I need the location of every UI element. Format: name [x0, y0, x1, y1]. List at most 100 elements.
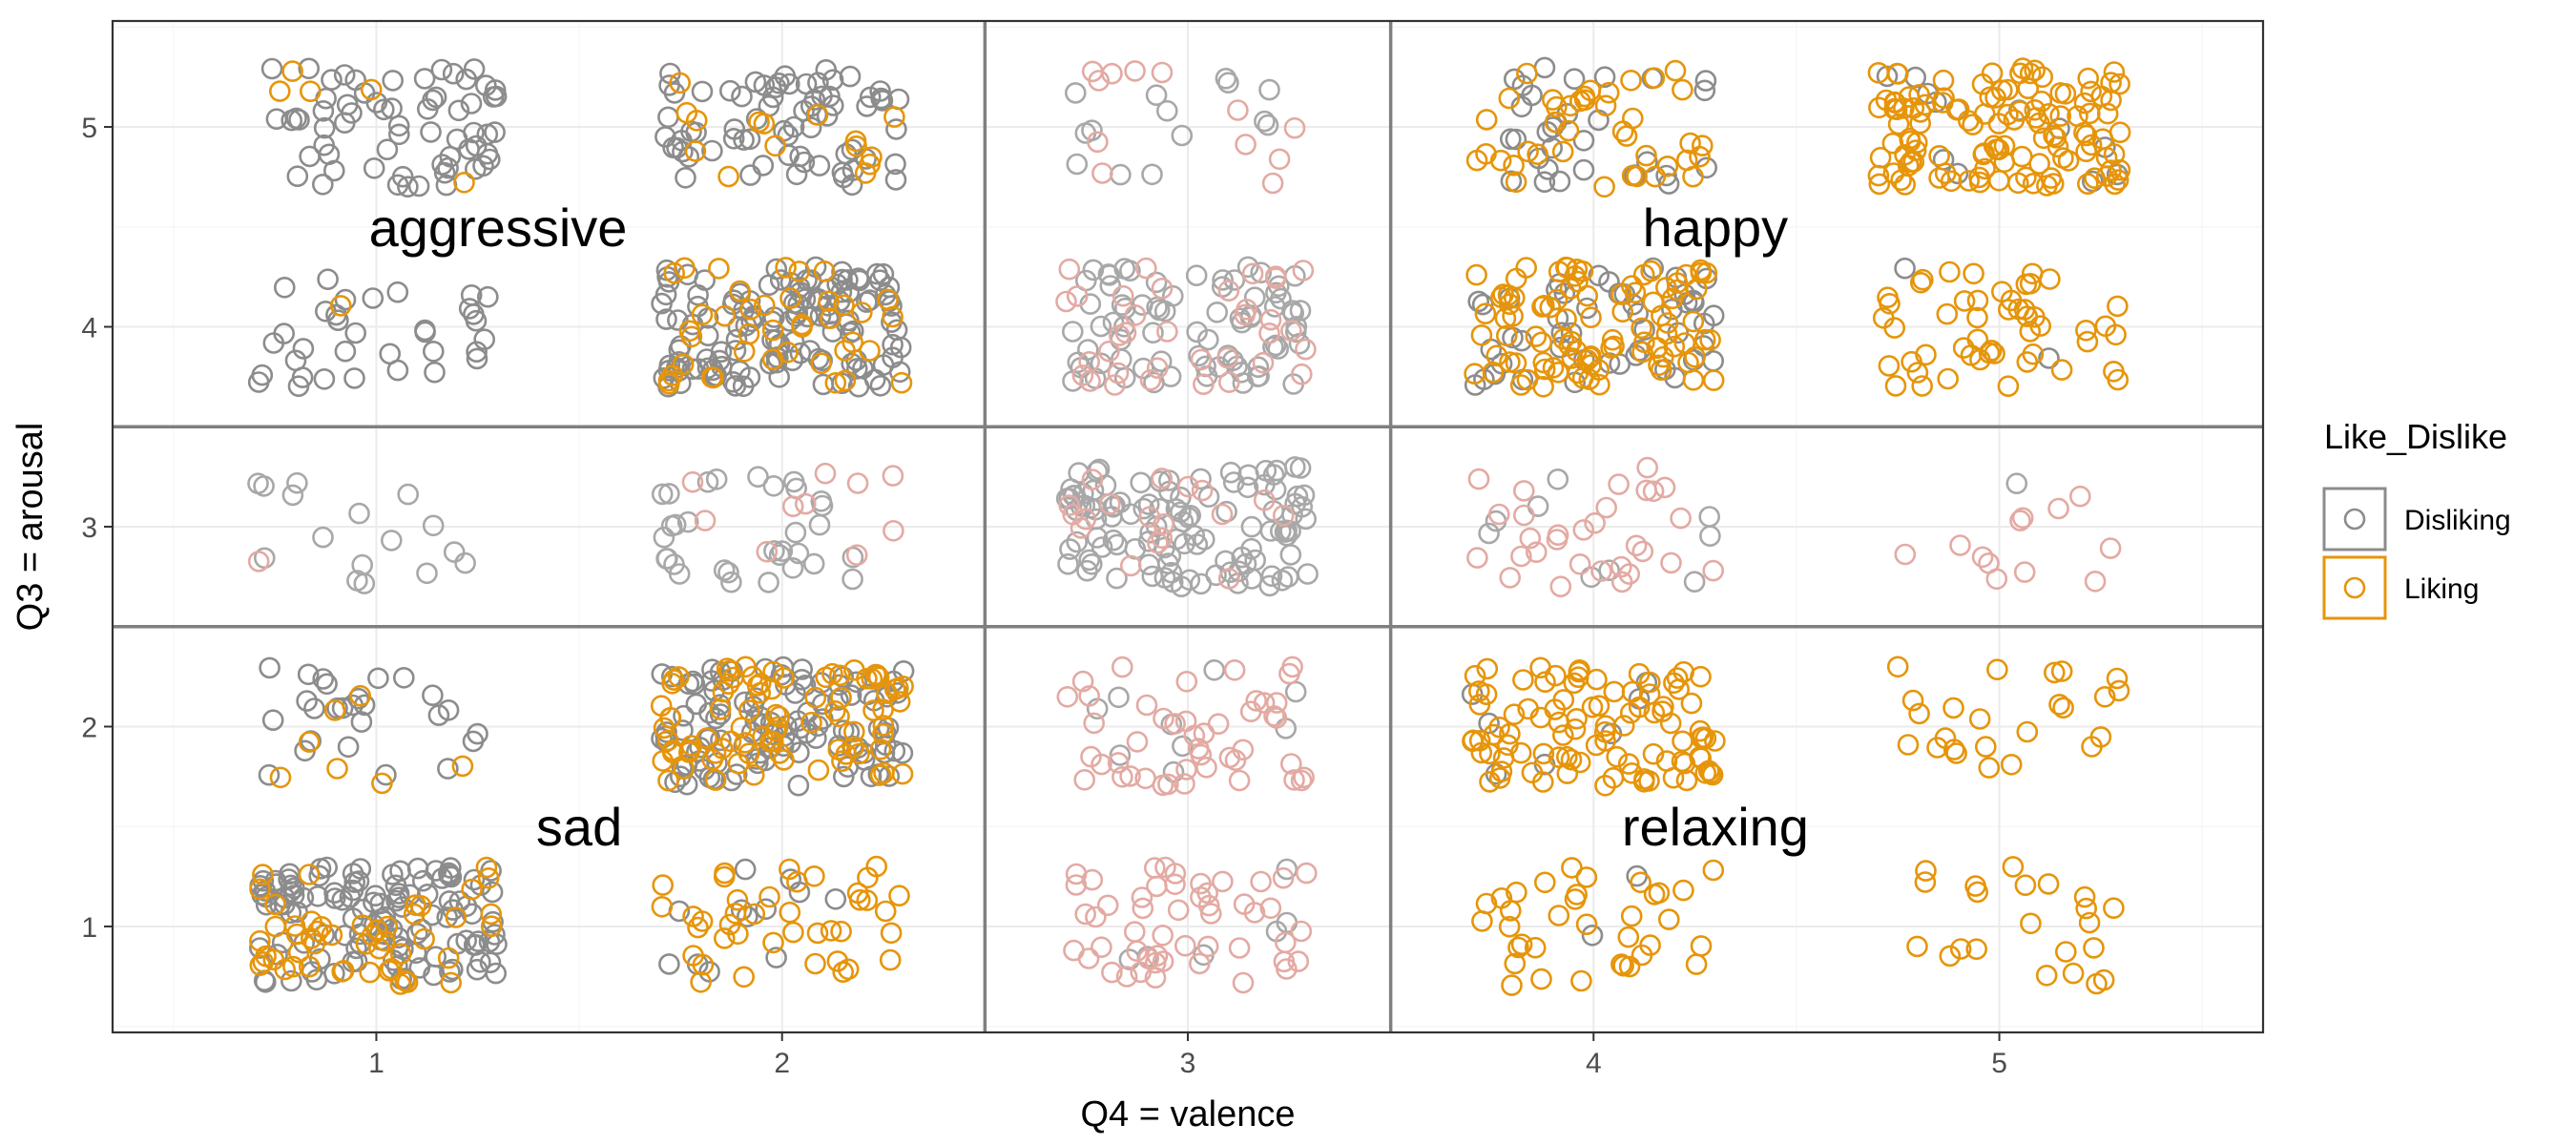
data-point [1191, 479, 1214, 502]
data-point [1270, 520, 1292, 543]
data-point [1510, 545, 1532, 568]
data-point [389, 943, 412, 965]
data-point [1085, 906, 1107, 928]
data-point [1476, 657, 1499, 680]
region-label: aggressive [369, 198, 628, 258]
data-point [1058, 258, 1081, 281]
data-point [1185, 264, 1208, 287]
data-point [264, 893, 286, 916]
data-point [826, 950, 849, 972]
data-point [1130, 471, 1152, 494]
data-point [1963, 262, 1984, 285]
data-point [2048, 694, 2070, 716]
data-point [1245, 690, 1267, 712]
quadrant-lines [113, 21, 2263, 1032]
data-point [1126, 940, 1148, 963]
data-point [484, 79, 507, 101]
data-point [1620, 70, 1642, 92]
data-point [1593, 176, 1615, 198]
data-point [367, 667, 389, 690]
data-point [678, 739, 701, 761]
data-point [1537, 158, 1559, 180]
data-point [1949, 534, 1971, 556]
data-point [1620, 905, 1643, 927]
data-point [282, 885, 305, 906]
data-point [1684, 345, 1706, 368]
data-point [828, 664, 851, 687]
data-point [1141, 163, 1163, 186]
data-point [284, 349, 307, 372]
data-point [1971, 546, 1994, 569]
data-point [1658, 908, 1680, 930]
data-point [300, 927, 322, 949]
region-label: happy [1643, 198, 1789, 258]
data-point [1257, 114, 1279, 136]
data-point [1566, 884, 1588, 906]
data-point [344, 69, 367, 92]
data-point [1983, 135, 2005, 156]
data-point [706, 752, 728, 774]
data-point [807, 759, 830, 781]
data-point [1610, 953, 1632, 975]
data-point [1499, 567, 1521, 589]
data-point [1091, 936, 1112, 959]
legend-key [2322, 487, 2387, 552]
data-point [1564, 718, 1587, 740]
data-point [883, 678, 906, 700]
data-point [1234, 303, 1256, 326]
data-point [1222, 471, 1245, 493]
data-point [1868, 173, 1891, 196]
data-point [453, 172, 475, 194]
data-point [2109, 73, 2130, 95]
data-point [1702, 369, 1725, 391]
data-point [1978, 757, 2001, 779]
data-point [1910, 271, 1932, 294]
data-point [2109, 121, 2131, 143]
data-point [1250, 261, 1272, 284]
data-point [659, 706, 681, 729]
data-point [806, 922, 829, 945]
data-point [1534, 671, 1556, 694]
data-point [260, 57, 283, 80]
data-point [681, 470, 704, 493]
data-point [2077, 67, 2099, 90]
data-point [2109, 158, 2131, 181]
y-tick-label: 5 [81, 113, 97, 144]
data-point [1559, 94, 1582, 117]
data-point [1254, 473, 1276, 496]
data-point [424, 361, 446, 384]
legend-key [2322, 555, 2387, 620]
data-point [733, 340, 756, 363]
data-point [1078, 685, 1100, 707]
data-point [1588, 264, 1610, 287]
data-point [1694, 727, 1717, 750]
data-point [1265, 707, 1288, 729]
data-point [1295, 508, 1317, 531]
data-point [717, 561, 739, 584]
data-point [460, 93, 483, 114]
data-point [669, 72, 692, 94]
data-point [1291, 363, 1313, 385]
data-point [1145, 84, 1168, 106]
data-point [787, 774, 810, 797]
data-point [663, 82, 686, 104]
data-point [1101, 961, 1123, 984]
data-point [466, 347, 488, 370]
data-point [1478, 522, 1500, 545]
data-point [804, 686, 827, 709]
data-point [1467, 468, 1490, 490]
data-point [1525, 325, 1548, 347]
data-point [884, 153, 906, 176]
data-point [1878, 355, 1901, 377]
data-point [768, 705, 791, 728]
data-point [845, 544, 868, 567]
data-point [422, 514, 445, 537]
data-point [1165, 498, 1188, 520]
data-point [674, 257, 696, 280]
data-point [1183, 524, 1206, 547]
data-point [1912, 268, 1934, 291]
data-point [1142, 322, 1164, 344]
data-point [802, 552, 825, 575]
data-point [2038, 347, 2060, 369]
data-point [1953, 290, 1976, 312]
